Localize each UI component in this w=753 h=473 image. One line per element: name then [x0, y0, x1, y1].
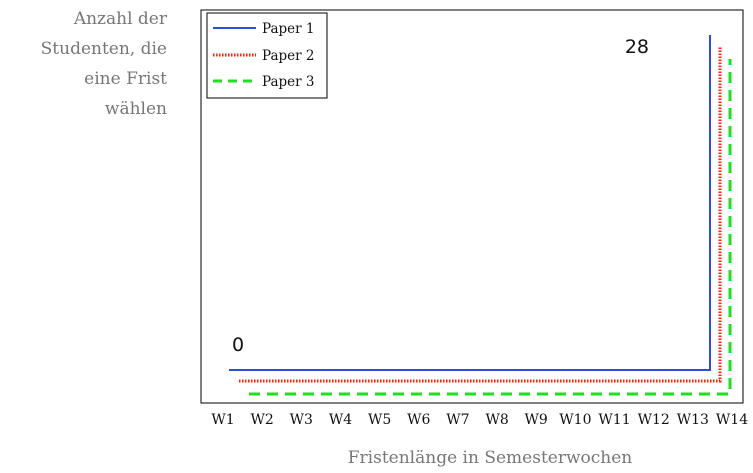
series-layer	[229, 35, 732, 396]
x-tick-label: W5	[368, 412, 391, 428]
legend-label-paper-2: Paper 2	[262, 48, 315, 64]
x-tick-label: W10	[559, 412, 591, 428]
x-tick-label: W3	[290, 412, 313, 428]
x-tick-labels: W1 W2 W3 W4 W5 W6 W7 W8 W9 W10 W11 W12 W13 W14	[211, 412, 748, 428]
x-axis-label: Fristenlänge in Semesterwochen	[348, 448, 633, 468]
x-tick-label: W14	[716, 412, 748, 428]
x-tick-label: W11	[598, 412, 630, 428]
y-axis-label-line-4: wählen	[105, 99, 167, 119]
legend-label-paper-3: Paper 3	[262, 74, 315, 90]
x-tick-label: W6	[407, 412, 430, 428]
data-label: 0	[232, 334, 244, 356]
x-tick-label: W9	[525, 412, 548, 428]
x-tick-label: W7	[446, 412, 469, 428]
legend: Paper 1 Paper 2 Paper 3	[206, 12, 328, 99]
x-tick-label: W2	[251, 412, 274, 428]
y-axis-label-line-2: Studenten, die	[41, 39, 167, 59]
series-line-paper-2	[239, 46, 722, 383]
data-label: 28	[625, 36, 649, 58]
legend-box	[206, 12, 328, 99]
y-axis-label-line-1: Anzahl der	[73, 9, 168, 29]
series-line-paper-1	[229, 35, 711, 371]
series-line-paper-3	[249, 59, 732, 396]
data-labels: 0 28	[232, 36, 649, 356]
x-tick-label: W4	[329, 412, 352, 428]
x-tick-label: W8	[485, 412, 508, 428]
y-axis-label-line-3: eine Frist	[84, 69, 167, 89]
x-tick-label: W12	[638, 412, 670, 428]
x-tick-label: W13	[677, 412, 709, 428]
x-tick-label: W1	[211, 412, 234, 428]
legend-label-paper-1: Paper 1	[262, 21, 315, 37]
